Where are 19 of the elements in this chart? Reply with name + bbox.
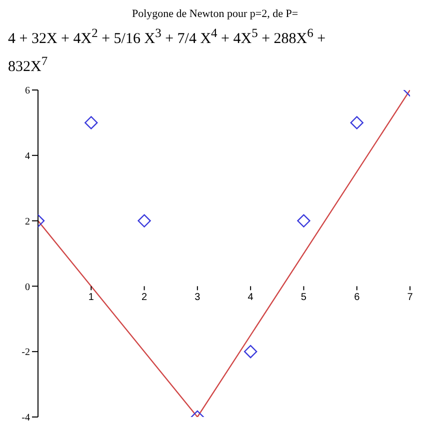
x-tick-label: 4 bbox=[248, 292, 254, 304]
point bbox=[297, 214, 310, 228]
x-tick-label: 7 bbox=[407, 292, 414, 304]
point bbox=[84, 116, 98, 130]
x-tick-label: 1 bbox=[88, 292, 94, 304]
y-tick-label: -4 bbox=[22, 412, 30, 424]
y-tick-label: -2 bbox=[22, 347, 30, 358]
point bbox=[138, 214, 151, 228]
y-tick-label: 6 bbox=[25, 86, 30, 97]
y-tick-label: 0 bbox=[25, 282, 30, 293]
x-tick-label: 2 bbox=[142, 292, 148, 304]
y-tick-label: 2 bbox=[25, 216, 30, 228]
x-tick-label: 3 bbox=[194, 292, 201, 304]
text: 4 + 32X + 4X$^{2}$ + 5/16 X$^{3}$ + 7/4 X$^{4}$ + 4X$^{5}$ + 288X$^{6}$ + 832X$^{7}$ bbox=[8, 26, 326, 75]
point bbox=[350, 116, 364, 130]
y-tick-label: 4 bbox=[25, 150, 30, 162]
x-tick-label: 6 bbox=[354, 292, 360, 304]
chart-title: Polygone de Newton pour p=2, de P= bbox=[130, 8, 300, 20]
x-tick-label: 5 bbox=[300, 292, 307, 304]
